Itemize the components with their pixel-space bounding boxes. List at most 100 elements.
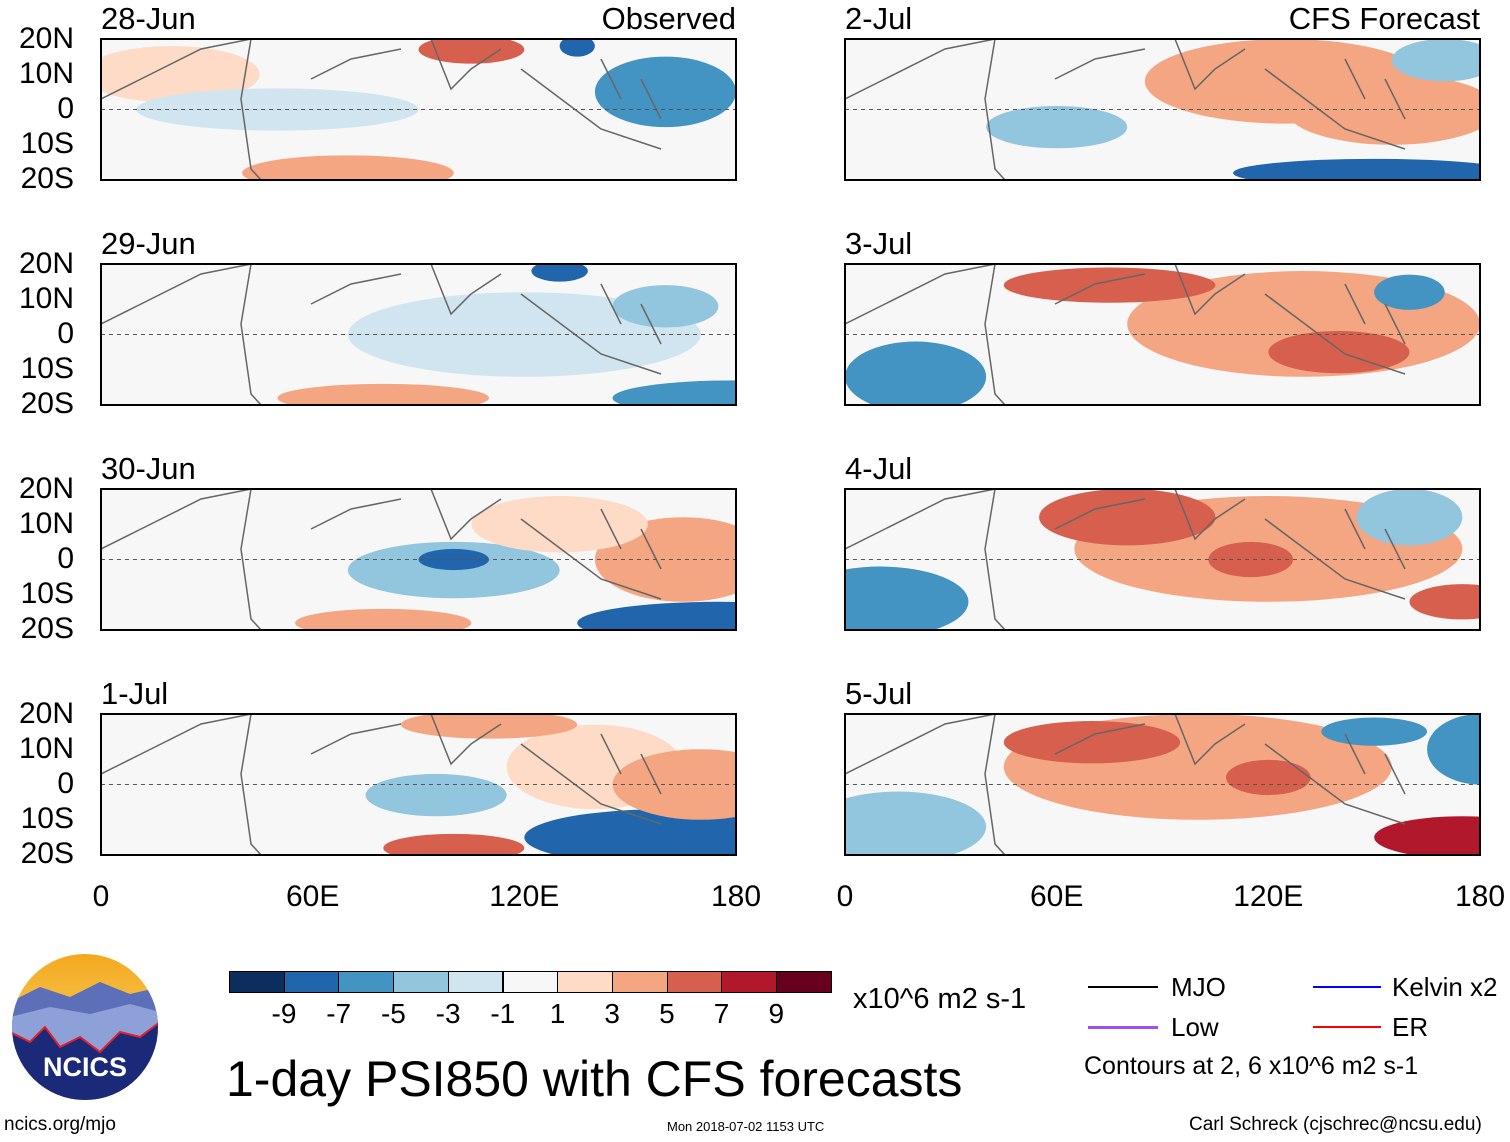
- panel-date: 28-Jun: [101, 1, 196, 36]
- panel-frame: [844, 38, 1481, 181]
- legend-line-er: [1313, 1026, 1381, 1028]
- legend-line-mjo: [1088, 986, 1158, 988]
- anomaly-region: [1391, 39, 1480, 82]
- panel-frame: [100, 263, 737, 406]
- anomaly-region: [400, 714, 578, 739]
- anomaly-map-panel: [100, 38, 737, 181]
- anomaly-region: [1374, 274, 1445, 310]
- legend-line-low: [1088, 1026, 1158, 1029]
- colorbar-swatch: [557, 971, 613, 993]
- figure-title: 1-day PSI850 with CFS forecasts: [226, 1051, 963, 1107]
- panel-date: 3-Jul: [845, 226, 913, 261]
- ncics-logo: NCICS: [12, 954, 158, 1100]
- panel-frame: [100, 38, 737, 181]
- panel-date: 1-Jul: [101, 676, 169, 711]
- anomaly-region: [1233, 158, 1480, 180]
- legend-label-mjo: MJO: [1171, 972, 1226, 1002]
- author-credit: Carl Schreck (cjschrec@ncsu.edu): [1189, 1114, 1482, 1135]
- colorbar-tick: 9: [768, 998, 785, 1029]
- coastline: [101, 714, 662, 855]
- anomaly-region: [1003, 267, 1216, 303]
- anomaly-map-panel: [100, 488, 737, 631]
- colorbar-tick: -5: [380, 998, 406, 1029]
- colorbar-swatch: [666, 971, 723, 993]
- anomaly-region: [242, 155, 454, 180]
- anomaly-region: [577, 601, 736, 630]
- lat-label: 10S: [20, 127, 74, 160]
- anomaly-region: [1268, 330, 1410, 374]
- anomaly-region: [1427, 714, 1480, 785]
- colorbar-swatch: [447, 971, 504, 993]
- coastline: [845, 714, 1406, 855]
- panel-date: 2-Jul: [845, 1, 913, 36]
- panel-date: 4-Jul: [845, 451, 913, 486]
- coastline: [845, 39, 1406, 180]
- coastline: [845, 264, 1406, 405]
- lat-label: 10N: [18, 57, 74, 90]
- anomaly-region: [1003, 721, 1181, 764]
- panel-frame: [100, 488, 737, 631]
- anomaly-region: [1374, 816, 1480, 855]
- colorbar-units: x10^6 m2 s-1: [853, 983, 1027, 1015]
- panel-date: 5-Jul: [845, 676, 913, 711]
- legend-label-low: Low: [1171, 1012, 1219, 1042]
- lon-label: 180: [1454, 880, 1506, 913]
- colorbar-swatch: [283, 971, 340, 993]
- anomaly-region: [418, 39, 525, 64]
- panel-header: CFS Forecast: [1288, 1, 1480, 36]
- anomaly-region: [471, 496, 648, 553]
- colorbar-tick: 3: [604, 998, 620, 1029]
- colorbar-tick: 5: [659, 998, 675, 1029]
- lat-label: 0: [57, 542, 74, 575]
- anomaly-region: [612, 285, 719, 328]
- colorbar-tick: 7: [713, 998, 730, 1029]
- colorbar-tick: 1: [549, 998, 566, 1029]
- lat-label: 0: [57, 317, 74, 350]
- anomaly-region: [845, 341, 987, 405]
- coastline: [101, 264, 662, 405]
- source-url[interactable]: ncics.org/mjo: [4, 1114, 116, 1135]
- anomaly-region: [524, 809, 736, 855]
- lon-label: 120E: [1233, 880, 1304, 913]
- lon-label: 60E: [1029, 880, 1084, 913]
- lon-label: 0: [836, 880, 854, 913]
- legend-line-kelvin: [1313, 986, 1381, 988]
- panel-frame: [844, 263, 1481, 406]
- anomaly-region: [1226, 759, 1311, 796]
- colorbar-swatch: [393, 971, 449, 993]
- lat-label: 10N: [18, 732, 74, 765]
- anomaly-region: [1208, 541, 1294, 578]
- lat-label: 10N: [18, 507, 74, 540]
- lat-label: 10S: [20, 802, 74, 835]
- coastline: [101, 39, 662, 180]
- colorbar-swatch: [721, 971, 777, 993]
- lat-label: 20N: [18, 247, 74, 280]
- anomaly-region: [101, 46, 260, 103]
- colorbar-tick: -7: [326, 998, 352, 1029]
- panel-header: Observed: [601, 1, 736, 36]
- colorbar-swatch: [611, 971, 668, 993]
- anomaly-region: [347, 292, 701, 377]
- lat-label: 20N: [18, 22, 74, 55]
- panel-frame: [844, 713, 1481, 856]
- anomaly-region: [365, 773, 507, 817]
- logo-text: NCICS: [43, 1052, 127, 1082]
- lat-label: 10N: [18, 282, 74, 315]
- lat-label: 20S: [20, 612, 74, 645]
- anomaly-region: [383, 833, 525, 855]
- anomaly-region: [845, 791, 987, 855]
- anomaly-region: [295, 608, 472, 630]
- colorbar-swatch: [502, 971, 559, 993]
- panel-date: 29-Jun: [101, 226, 196, 261]
- colorbar-tick: -1: [490, 998, 516, 1029]
- anomaly-map-panel: [844, 263, 1481, 406]
- lat-label: 10S: [20, 577, 74, 610]
- anomaly-region: [594, 56, 736, 128]
- colorbar-tick: -3: [435, 998, 461, 1029]
- contour-note: Contours at 2, 6 x10^6 m2 s-1: [1084, 1052, 1419, 1080]
- anomaly-region: [277, 383, 490, 405]
- panel-frame: [100, 713, 737, 856]
- lon-label: 120E: [489, 880, 560, 913]
- colorbar-swatch: [229, 971, 285, 993]
